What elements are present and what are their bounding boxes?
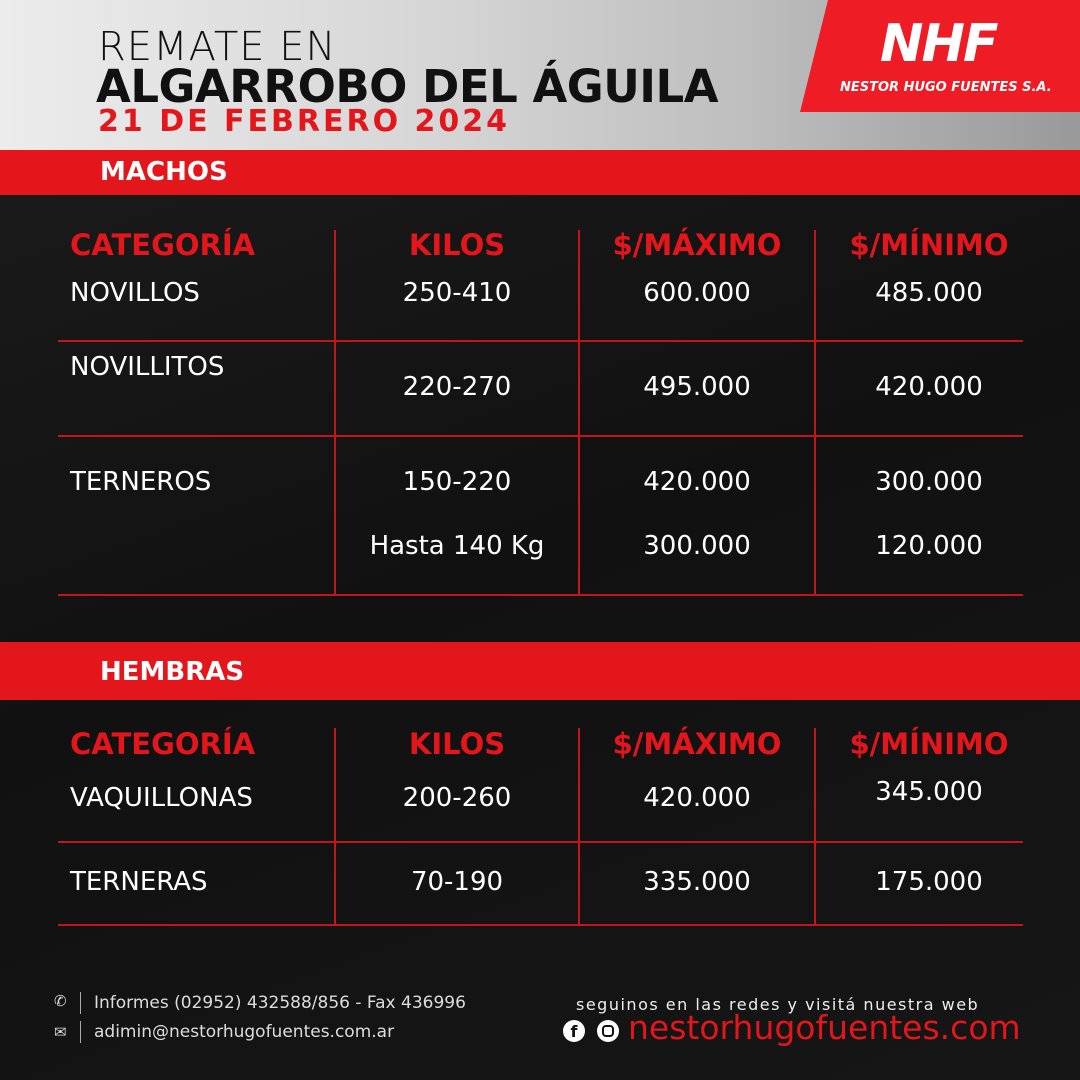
col-header-kilos: KILOS (408, 727, 506, 761)
cell-max: 600.000 (643, 278, 751, 308)
cell-kilos: Hasta 140 Kg (369, 531, 545, 561)
col-header-categoria: CATEGORÍA (70, 228, 256, 262)
col-header-max: $/MÁXIMO (612, 727, 782, 761)
cell-min: 420.000 (875, 372, 983, 402)
cell-categoria: TERNEROS (70, 467, 212, 497)
divider (58, 340, 1023, 342)
logo-mark: NHF (880, 14, 999, 74)
divider (80, 992, 81, 1014)
mail-icon: ✉ (54, 1023, 67, 1041)
title-location: ALGARROBO DEL ÁGUILA (96, 60, 719, 113)
col-header-categoria: CATEGORÍA (70, 727, 256, 761)
col-header-max: $/MÁXIMO (612, 228, 782, 262)
cell-categoria: VAQUILLONAS (70, 783, 253, 813)
divider (334, 728, 336, 925)
cell-min: 175.000 (875, 867, 983, 897)
hembras-band: HEMBRAS (0, 642, 1080, 700)
cell-categoria: TERNERAS (70, 867, 208, 897)
divider (80, 1021, 81, 1043)
footer-email: adimin@nestorhugofuentes.com.ar (94, 1022, 395, 1042)
divider (578, 728, 580, 925)
title-line1: REMATE EN (98, 24, 337, 70)
website-link[interactable]: nestorhugofuentes.com (628, 1008, 1021, 1047)
divider (58, 594, 1023, 596)
cell-min: 300.000 (875, 467, 983, 497)
col-header-min: $/MÍNIMO (849, 727, 1009, 761)
social-text: seguinos en las redes y visitá nuestra w… (576, 995, 980, 1014)
divider (58, 841, 1023, 843)
instagram-icon[interactable] (597, 1020, 619, 1042)
machos-band: MACHOS (0, 150, 1080, 195)
phone-icon: ✆ (54, 992, 67, 1010)
col-header-kilos: KILOS (408, 228, 506, 262)
logo-background (800, 0, 1080, 112)
divider (578, 230, 580, 595)
hembras-title: HEMBRAS (100, 657, 245, 687)
cell-max: 495.000 (643, 372, 751, 402)
cell-min: 345.000 (875, 777, 983, 807)
cell-max: 335.000 (643, 867, 751, 897)
title-date: 21 DE FEBRERO 2024 (98, 104, 511, 139)
divider (58, 924, 1023, 926)
divider (814, 230, 816, 595)
cell-categoria: NOVILLOS (70, 278, 200, 308)
machos-title: MACHOS (100, 157, 228, 187)
cell-min: 485.000 (875, 278, 983, 308)
logo-company: NESTOR HUGO FUENTES S.A. (840, 80, 1052, 95)
cell-kilos: 200-260 (402, 783, 512, 813)
divider (334, 230, 336, 595)
cell-min: 120.000 (875, 531, 983, 561)
col-header-min: $/MÍNIMO (849, 228, 1009, 262)
cell-categoria: NOVILLITOS (70, 352, 225, 382)
cell-kilos: 150-220 (402, 467, 512, 497)
footer-phone: Informes (02952) 432588/856 - Fax 436996 (94, 993, 466, 1013)
cell-max: 300.000 (643, 531, 751, 561)
cell-kilos: 220-270 (402, 372, 512, 402)
facebook-icon[interactable]: f (563, 1020, 585, 1042)
divider (58, 435, 1023, 437)
cell-kilos: 70-190 (410, 867, 504, 897)
cell-kilos: 250-410 (402, 278, 512, 308)
cell-max: 420.000 (643, 783, 751, 813)
divider (814, 728, 816, 925)
cell-max: 420.000 (643, 467, 751, 497)
